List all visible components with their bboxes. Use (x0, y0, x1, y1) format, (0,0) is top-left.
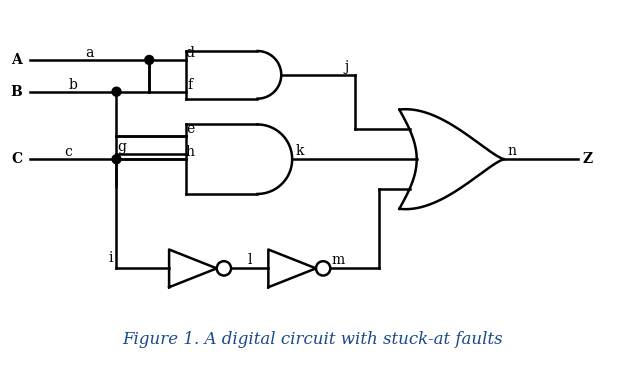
Text: Z: Z (583, 152, 593, 166)
Text: f: f (187, 78, 192, 92)
Text: i: i (108, 251, 113, 265)
Text: g: g (117, 140, 126, 154)
Text: j: j (345, 60, 349, 74)
Text: e: e (186, 122, 194, 136)
Circle shape (112, 155, 121, 164)
Text: b: b (69, 78, 78, 92)
Text: a: a (85, 46, 94, 60)
Text: C: C (11, 152, 22, 166)
Text: B: B (11, 85, 22, 99)
Text: A: A (11, 53, 22, 67)
Text: d: d (186, 46, 194, 60)
Text: m: m (332, 254, 345, 268)
Text: h: h (186, 145, 194, 159)
Text: l: l (248, 254, 252, 268)
Text: c: c (65, 145, 72, 159)
Text: n: n (507, 144, 516, 158)
Circle shape (112, 87, 121, 96)
Text: Figure 1. A digital circuit with stuck-at faults: Figure 1. A digital circuit with stuck-a… (123, 331, 503, 348)
Text: k: k (296, 144, 304, 158)
Circle shape (145, 55, 154, 65)
